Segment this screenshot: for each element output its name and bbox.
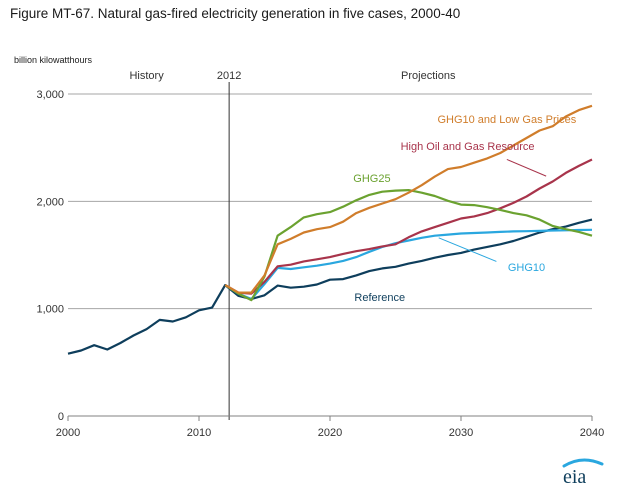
y-tick-label: 3,000 [36,89,64,101]
series-line-high-oil-and-gas-resource [224,158,593,295]
projection-divider: 2012 History Projections [129,70,456,420]
eia-logo-text: eia [563,466,586,487]
axes: 0 1,000 2,000 3,000 2000 2010 2020 2030 2040 [36,89,604,439]
x-tick-label: 2030 [449,427,473,439]
series-label-high-oil-and-gas-resource: High Oil and Gas Resource [401,141,535,153]
series-label-ghg10-and-low-gas-prices: GHG10 and Low Gas Prices [437,114,576,126]
y-tick-label: 2,000 [36,196,64,208]
divider-year-label: 2012 [217,70,241,82]
y-tick-label: 0 [58,411,64,423]
series-lines [67,104,593,355]
y-axis-unit-label: billion kilowatthours [14,55,93,65]
series-label-reference: Reference [354,292,405,304]
eia-logo-icon: eia [562,458,604,488]
series-line-ghg10 [224,228,593,301]
y-tick-label: 1,000 [36,304,64,316]
x-tick-label: 2020 [318,427,342,439]
series-line-reference [67,218,593,355]
chart-title: Figure MT-67. Natural gas-fired electric… [10,6,461,21]
gridlines [68,93,592,310]
projections-label: Projections [401,70,456,82]
history-label: History [129,70,164,82]
series-line-ghg10-and-low-gas-prices [224,104,593,294]
x-tick-label: 2040 [580,427,604,439]
eia-logo: eia [558,455,608,492]
x-tick-label: 2000 [56,427,80,439]
x-tick-label: 2010 [187,427,211,439]
series-label-ghg25: GHG25 [353,173,390,185]
series-labels: GHG10 and Low Gas Prices High Oil and Gas… [353,114,576,304]
leader-line-ghg10 [438,237,497,262]
series-label-ghg10: GHG10 [508,262,545,274]
series-line-ghg25 [224,189,593,302]
leader-line-high-oil-and-gas-resource [506,159,547,177]
